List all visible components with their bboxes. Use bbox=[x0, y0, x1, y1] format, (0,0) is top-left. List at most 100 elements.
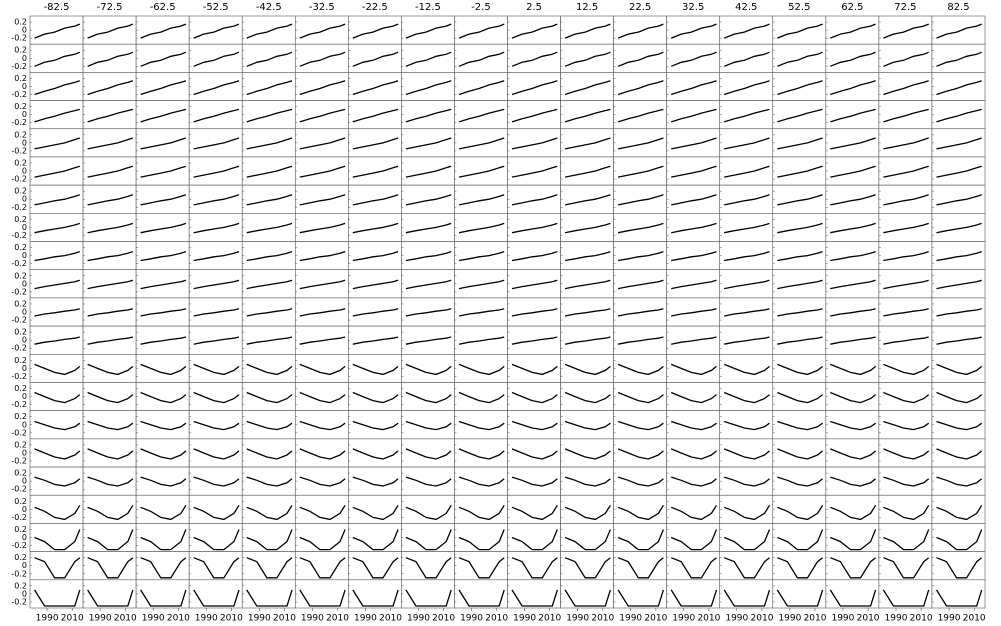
series-line bbox=[670, 504, 718, 521]
y-tick-label: 0 bbox=[22, 364, 27, 373]
panel-frame bbox=[560, 156, 614, 186]
series-line bbox=[87, 391, 134, 404]
series-line bbox=[140, 448, 187, 460]
y-tick-label: 0 bbox=[22, 336, 27, 345]
series-line bbox=[405, 137, 452, 150]
panel-frame bbox=[294, 523, 349, 552]
series-line bbox=[617, 137, 664, 150]
panel-frame bbox=[931, 213, 986, 242]
panel-frame bbox=[931, 353, 986, 383]
panel-frame bbox=[666, 213, 721, 242]
series-line bbox=[617, 80, 664, 96]
series-line bbox=[564, 51, 611, 67]
panel-frame bbox=[29, 15, 84, 45]
series-line bbox=[936, 529, 983, 551]
panel-frame bbox=[931, 382, 986, 411]
series-line bbox=[352, 557, 399, 579]
series-line bbox=[564, 557, 611, 579]
panel-frame bbox=[135, 523, 190, 552]
x-tick-label: 1990 bbox=[831, 614, 854, 624]
panel-frame bbox=[82, 466, 137, 496]
series-line bbox=[34, 529, 81, 551]
panel-frame bbox=[135, 410, 190, 440]
panel-frame bbox=[560, 438, 614, 468]
series-line bbox=[87, 165, 134, 178]
panel-frame bbox=[825, 43, 880, 73]
panel-frame bbox=[878, 353, 933, 383]
series-line bbox=[723, 363, 770, 376]
series-line bbox=[936, 165, 982, 178]
series-line bbox=[405, 194, 452, 206]
panel-frame bbox=[29, 184, 84, 214]
panel-frame bbox=[772, 269, 827, 299]
series-line bbox=[34, 363, 81, 376]
panel-frame bbox=[401, 72, 455, 101]
panel-frame bbox=[931, 551, 986, 581]
series-line bbox=[777, 476, 824, 487]
series-line bbox=[723, 504, 771, 521]
series-line bbox=[405, 589, 452, 607]
panel-frame bbox=[825, 269, 880, 299]
column-header: -72.5 bbox=[97, 2, 123, 13]
series-line bbox=[405, 363, 452, 376]
series-line bbox=[617, 391, 664, 404]
panel-frame bbox=[294, 184, 349, 214]
y-tick-label: 0 bbox=[22, 308, 27, 317]
series-line bbox=[246, 557, 293, 579]
column-header: -22.5 bbox=[362, 2, 388, 13]
panel-frame bbox=[188, 269, 243, 299]
panel-frame bbox=[666, 100, 721, 130]
panel-frame bbox=[454, 353, 508, 383]
y-tick-label: 0.2 bbox=[14, 440, 27, 449]
panel-frame bbox=[82, 128, 137, 158]
panel-frame bbox=[401, 241, 455, 271]
series-line bbox=[299, 336, 346, 345]
panel-frame bbox=[719, 72, 774, 101]
panel-frame bbox=[401, 128, 455, 158]
series-line bbox=[458, 51, 505, 67]
panel-frame bbox=[507, 382, 561, 411]
panel-frame bbox=[294, 72, 349, 101]
series-line bbox=[830, 279, 876, 290]
panel-frame bbox=[878, 72, 933, 101]
x-tick-label: 2010 bbox=[61, 614, 84, 624]
panel-frame bbox=[82, 184, 137, 214]
panel-frame bbox=[719, 523, 774, 552]
panel-frame bbox=[188, 410, 243, 440]
panel-frame bbox=[29, 213, 84, 242]
series-line bbox=[511, 420, 558, 431]
series-line bbox=[87, 504, 134, 521]
series-line bbox=[246, 336, 293, 345]
series-line bbox=[936, 557, 983, 579]
series-line bbox=[617, 23, 664, 39]
series-line bbox=[352, 222, 399, 234]
x-tick-label: 1990 bbox=[407, 614, 430, 624]
x-tick-label: 1990 bbox=[513, 614, 536, 624]
series-line bbox=[671, 137, 717, 150]
series-line bbox=[34, 279, 80, 290]
panel-frame bbox=[454, 72, 508, 101]
panel-frame bbox=[825, 438, 880, 468]
panel-frame bbox=[878, 579, 933, 609]
panel-frame bbox=[401, 438, 455, 468]
series-line bbox=[193, 589, 240, 607]
series-line bbox=[246, 165, 293, 178]
panel-frame bbox=[188, 551, 243, 581]
panel-frame bbox=[348, 241, 402, 271]
panel-frame bbox=[454, 156, 508, 186]
y-tick-label: 0.2 bbox=[14, 553, 27, 562]
panel-frame bbox=[878, 156, 933, 186]
panel-frame bbox=[507, 72, 561, 101]
x-tick-label: 1990 bbox=[195, 614, 218, 624]
panel-frame bbox=[613, 241, 667, 271]
series-line bbox=[140, 336, 187, 345]
y-tick-label: 0.2 bbox=[14, 243, 27, 252]
x-tick-label: 2010 bbox=[644, 614, 667, 624]
series-line bbox=[936, 420, 983, 431]
column-header: -2.5 bbox=[471, 2, 491, 13]
panel-frame bbox=[401, 466, 455, 496]
series-line bbox=[777, 51, 823, 67]
series-line bbox=[87, 448, 134, 460]
series-line bbox=[246, 137, 293, 150]
series-line bbox=[352, 308, 399, 317]
